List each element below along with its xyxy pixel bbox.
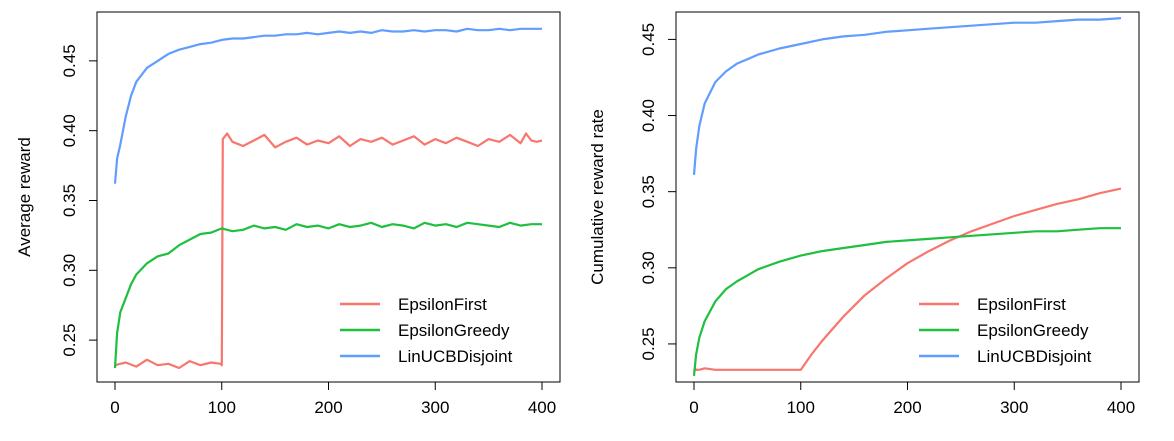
legend-label-epsilongreedy: EpsilonGreedy	[398, 321, 510, 340]
y-tick-label: 0.45	[639, 23, 658, 56]
series-line-epsilongreedy	[692, 227, 1121, 377]
x-tick-label: 400	[528, 398, 556, 417]
x-tick-label: 200	[893, 398, 921, 417]
y-axis-title: Average reward	[15, 137, 34, 257]
series-line-epsilonfirst	[692, 187, 1122, 372]
series-line-linucbdisjoint	[692, 17, 1122, 175]
x-tick-label: 300	[421, 398, 449, 417]
series-line-epsilonfirst	[114, 132, 543, 370]
legend-label-linucbdisjoint: LinUCBDisjoint	[977, 347, 1092, 366]
legend-label-epsilonfirst: EpsilonFirst	[977, 295, 1066, 314]
y-tick-label: 0.30	[60, 254, 79, 287]
x-tick-label: 300	[1000, 398, 1028, 417]
series-line-linucbdisjoint	[113, 27, 542, 184]
x-tick-label: 200	[314, 398, 342, 417]
series-line-epsilongreedy	[113, 221, 542, 369]
x-tick-label: 100	[208, 398, 236, 417]
y-tick-label: 0.35	[60, 184, 79, 217]
x-tick-label: 0	[110, 398, 119, 417]
x-tick-label: 400	[1107, 398, 1135, 417]
y-tick-label: 0.30	[639, 251, 658, 284]
cumulative-reward-rate-chart: 0 100 200 300 400 0.25 0.30 0.35 0.40 0.45 Cumulat…	[588, 11, 1140, 417]
y-tick-label: 0.40	[639, 99, 658, 132]
legend-label-epsilongreedy: EpsilonGreedy	[977, 321, 1089, 340]
y-tick-label: 0.35	[639, 175, 658, 208]
y-tick-label: 0.25	[60, 324, 79, 357]
legend-label-linucbdisjoint: LinUCBDisjoint	[398, 347, 513, 366]
x-tick-label: 100	[787, 398, 815, 417]
x-tick-label: 0	[689, 398, 698, 417]
legend-label-epsilonfirst: EpsilonFirst	[398, 295, 487, 314]
y-tick-label: 0.45	[60, 44, 79, 77]
y-tick-label: 0.25	[639, 327, 658, 360]
y-axis-title: Cumulative reward rate	[588, 109, 607, 285]
average-reward-chart: 0 100 200 300 400 0.25 0.30 0.35 0.40 0.45 Average…	[15, 11, 561, 417]
y-tick-label: 0.40	[60, 114, 79, 147]
